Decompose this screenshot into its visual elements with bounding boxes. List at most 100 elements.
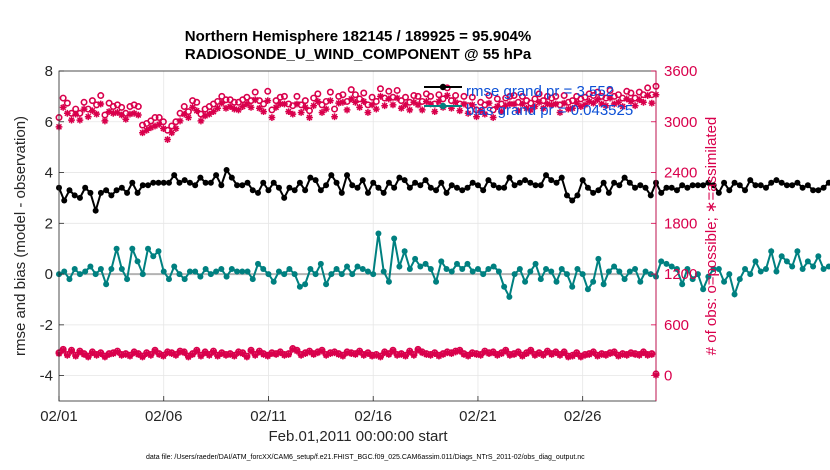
data-point: [443, 266, 450, 272]
data-point-circle: [180, 103, 188, 111]
y-tick-label: 6: [45, 114, 53, 131]
data-point: [354, 263, 361, 270]
data-point-circle: [527, 99, 535, 107]
data-point-circle: [560, 92, 568, 100]
data-point-asterisk: [393, 94, 401, 102]
data-point: [663, 260, 670, 267]
data-point: [265, 187, 272, 194]
data-point: [647, 271, 654, 278]
data-point-asterisk: [464, 352, 472, 360]
data-point: [134, 258, 141, 265]
data-point-asterisk: [331, 349, 338, 357]
data-point-circle: [105, 99, 113, 107]
data-point: [124, 189, 131, 196]
data-point: [270, 278, 277, 285]
data-point-asterisk: [352, 351, 359, 358]
data-point: [61, 268, 68, 275]
data-point: [668, 263, 675, 270]
data-point-asterisk: [531, 351, 539, 359]
y-tick-label: -4: [40, 368, 53, 385]
data-point: [611, 179, 618, 186]
data-point: [689, 182, 696, 189]
data-point-asterisk: [301, 103, 309, 111]
data-point: [391, 184, 398, 191]
data-point-asterisk: [598, 351, 606, 358]
data-point-asterisk: [180, 349, 188, 357]
chart-subtitle: RADIOSONDE_U_WIND_COMPONENT @ 55 hPa: [185, 46, 532, 63]
data-point: [658, 258, 665, 265]
data-point-asterisk: [243, 100, 251, 108]
data-point: [176, 271, 183, 278]
data-point: [370, 271, 377, 278]
data-point: [354, 184, 361, 191]
data-point-asterisk: [185, 114, 192, 121]
data-point-asterisk: [151, 122, 159, 130]
data-point-asterisk: [285, 351, 293, 358]
data-point-asterisk: [63, 109, 71, 117]
data-point: [181, 177, 188, 184]
data-point-asterisk: [519, 100, 526, 108]
data-point-asterisk: [631, 351, 639, 358]
data-point-asterisk: [72, 352, 80, 360]
data-point-asterisk: [276, 349, 284, 357]
data-point-asterisk: [514, 107, 522, 115]
data-point-asterisk: [235, 106, 242, 114]
data-point: [286, 266, 293, 272]
data-point: [165, 179, 172, 186]
data-point: [265, 271, 272, 278]
data-point: [401, 248, 408, 255]
data-point-circle: [376, 85, 384, 93]
data-point: [275, 184, 282, 191]
data-point-asterisk: [109, 350, 117, 358]
data-point-circle: [151, 114, 159, 122]
data-point-circle: [460, 92, 468, 100]
data-point: [302, 281, 309, 288]
data-point: [726, 271, 733, 278]
data-point-circle: [118, 103, 126, 111]
data-point: [532, 260, 539, 267]
data-point: [155, 179, 162, 186]
data-point: [579, 177, 586, 184]
data-point-asterisk: [564, 353, 572, 361]
data-point: [632, 184, 639, 191]
data-point: [66, 187, 73, 194]
data-point-asterisk: [97, 100, 105, 108]
data-point-circle: [552, 92, 560, 100]
data-point: [642, 268, 649, 275]
data-point: [757, 182, 764, 189]
data-point: [260, 179, 267, 186]
data-point-asterisk: [377, 353, 384, 361]
data-point-asterisk: [159, 125, 167, 132]
data-point-asterisk: [84, 113, 92, 121]
data-point-asterisk: [230, 352, 238, 360]
series-group: [55, 82, 830, 379]
data-point-asterisk: [519, 352, 526, 360]
data-point: [679, 182, 686, 189]
data-point: [396, 174, 403, 181]
data-point: [637, 182, 644, 189]
data-point: [454, 184, 460, 191]
legend-bias-marker: [439, 102, 447, 110]
data-point-asterisk: [201, 349, 209, 357]
y-right-tick-label: 1200: [664, 266, 697, 283]
data-point-asterisk: [214, 104, 222, 112]
data-point: [113, 245, 120, 252]
series-obs-assimilated-bottom-: [55, 345, 660, 379]
data-point-asterisk: [314, 98, 322, 105]
data-point-asterisk: [343, 106, 351, 114]
data-point: [558, 174, 565, 181]
data-point: [673, 187, 680, 194]
data-point-asterisk: [88, 349, 96, 357]
data-point-circle: [293, 92, 301, 100]
data-point: [543, 266, 550, 272]
data-point-asterisk: [281, 100, 288, 108]
data-point-circle: [368, 93, 376, 101]
data-point: [150, 179, 157, 186]
data-point-asterisk: [176, 348, 184, 356]
data-point: [145, 245, 152, 252]
y-tick-label: 2: [45, 215, 53, 232]
y-right-tick-label: 0: [664, 368, 672, 385]
data-point-asterisk: [297, 109, 305, 116]
data-point-asterisk: [122, 351, 130, 358]
